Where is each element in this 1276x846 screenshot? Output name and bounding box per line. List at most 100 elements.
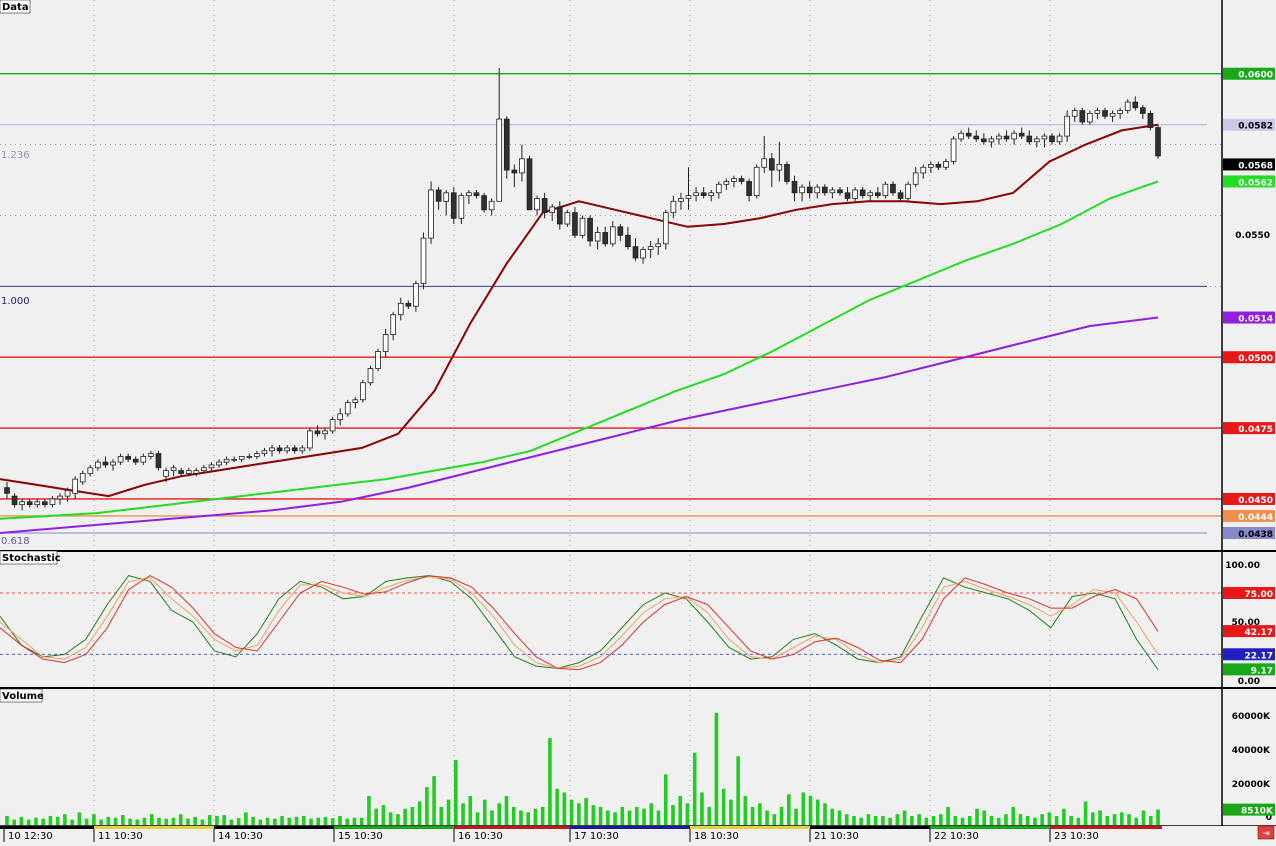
volume-bar — [772, 814, 777, 825]
candle — [125, 453, 131, 463]
volume-bar — [982, 810, 987, 825]
candle — [587, 215, 593, 247]
candle — [420, 232, 427, 290]
moving-average-line — [0, 180, 1159, 520]
x-axis-label: 16 10:30 — [458, 831, 503, 842]
volume-bar — [251, 816, 255, 825]
candle-body — [231, 458, 237, 461]
candle — [996, 133, 1002, 145]
candle — [337, 408, 344, 426]
candle — [185, 467, 192, 477]
candle — [579, 215, 586, 239]
candle — [178, 467, 184, 477]
candle — [375, 348, 381, 372]
exit-button[interactable] — [1257, 825, 1275, 840]
volume-bar — [808, 796, 813, 825]
candle — [140, 453, 147, 465]
candle — [890, 181, 896, 196]
candle — [882, 181, 889, 199]
volume-bar — [352, 817, 357, 825]
candle — [799, 184, 805, 202]
candle — [26, 498, 33, 508]
candle-body — [958, 132, 964, 140]
price-axis-tag-box — [1223, 311, 1275, 324]
x-axis-label: 15 10:30 — [338, 831, 383, 842]
candle-body — [1026, 135, 1033, 143]
candle-body — [867, 192, 874, 197]
volume-bar — [996, 817, 1001, 825]
candle-body — [382, 334, 389, 352]
candle-body — [799, 186, 805, 194]
volume-bar — [1025, 815, 1030, 825]
candle — [231, 456, 237, 463]
price-axis-tag-box — [1223, 492, 1275, 505]
candle-body — [488, 200, 495, 211]
candle-body — [1140, 107, 1146, 114]
volume-bar — [859, 817, 864, 825]
candle-body — [731, 178, 737, 182]
volume-bar — [917, 814, 921, 825]
candle-body — [413, 283, 419, 307]
candle — [647, 240, 654, 258]
candle-body — [307, 430, 313, 449]
volume-bar — [787, 794, 791, 825]
candle-body — [254, 453, 260, 457]
candle — [49, 496, 56, 508]
stoch-slow-line — [0, 575, 1159, 671]
candle — [254, 450, 260, 460]
volume-bar — [700, 792, 704, 825]
volume-bar — [1040, 814, 1044, 825]
volume-bar — [323, 816, 328, 825]
candle-body — [64, 490, 71, 497]
volume-bar — [461, 803, 465, 825]
candle — [1109, 110, 1116, 122]
volume-bar — [48, 815, 53, 825]
candle-body — [11, 495, 18, 506]
volume-bar — [359, 817, 364, 825]
candle — [625, 226, 631, 250]
volume-axis-tag-box — [1223, 803, 1275, 816]
candle — [352, 396, 359, 409]
volume-bar — [12, 819, 17, 825]
candle-body — [110, 461, 116, 466]
candle — [572, 206, 578, 239]
candle — [496, 68, 503, 202]
volume-bar — [511, 806, 516, 825]
volume-tick-40000k: 40000K — [1232, 746, 1271, 756]
candle-body — [57, 495, 63, 500]
candle — [72, 476, 78, 499]
candle-body — [556, 206, 563, 225]
candle-body — [670, 200, 677, 214]
candle-body — [397, 302, 404, 316]
candle — [307, 428, 313, 451]
price-axis-tag-box — [1223, 175, 1275, 188]
volume-bar — [844, 814, 849, 825]
candle-body — [1147, 113, 1154, 128]
candle — [223, 456, 230, 465]
candle — [42, 498, 48, 508]
x-axis-label: 11 10:30 — [98, 831, 143, 842]
candle-body — [367, 368, 374, 384]
volume-bar — [157, 817, 161, 825]
candle — [155, 450, 162, 471]
volume-bar — [540, 806, 545, 825]
volume-bar — [490, 810, 494, 825]
session-color-bar — [214, 826, 334, 829]
price-axis-tag: 0.0568 — [1238, 161, 1273, 171]
candle-body — [996, 135, 1002, 140]
volume-bar — [63, 814, 67, 825]
candle — [708, 189, 715, 202]
price-axis-tag-box — [1223, 67, 1275, 80]
candle — [776, 141, 783, 182]
candle-body — [753, 166, 760, 197]
candle — [693, 187, 699, 202]
volume-bar — [902, 810, 907, 825]
candle — [367, 365, 374, 386]
candle — [117, 453, 124, 465]
moving-averages-layer — [0, 123, 1159, 534]
volume-bar — [1076, 817, 1081, 825]
candle-body — [647, 246, 654, 250]
stoch-axis-tag: 42.17 — [1245, 628, 1273, 638]
candle-body — [594, 232, 601, 242]
